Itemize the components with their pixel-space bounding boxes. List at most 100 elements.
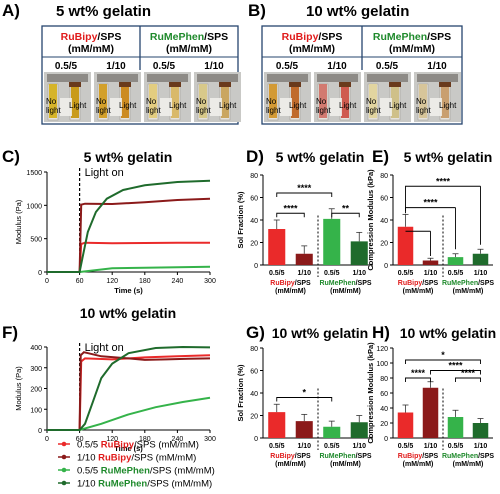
sig-label: **** (297, 183, 312, 193)
chart-E: 0 20 40 60 80 Compression Modulus (kPa) 0.5/5 1… (366, 169, 494, 295)
y-tick-label: 20 (380, 241, 388, 248)
sig-bracket (405, 185, 481, 211)
photo-label-no-light: No (146, 97, 157, 106)
group-label-1: RuBipy/SPS (270, 280, 311, 287)
photo-label-no-light: No (96, 97, 107, 106)
vial-cap (219, 82, 231, 87)
legend-swatch-dot (61, 454, 67, 460)
y-tick-label: 20 (380, 421, 388, 428)
group-unit-1: (mM/mM) (403, 461, 434, 468)
y-tick-label: 20 (250, 414, 258, 421)
x-tick-label: 0.5/5 (398, 270, 414, 277)
sig-bracket (276, 397, 333, 402)
y-tick-label: 80 (250, 346, 258, 353)
sig-label: **** (436, 176, 451, 186)
x-tick-label: 1/10 (424, 443, 438, 450)
photo-label-no-light: No (266, 97, 277, 106)
x-tick-label: 300 (204, 436, 216, 443)
vial-cap (439, 82, 451, 87)
y-tick-label: 20 (250, 241, 258, 248)
y-tick-label: 60 (250, 369, 258, 376)
group-label-2: RuMePhen/SPS (319, 280, 371, 287)
sig-bracket (276, 212, 305, 218)
sig-label: **** (461, 368, 476, 378)
panel-c-label: C) (2, 147, 20, 166)
vial-gel (291, 84, 299, 118)
label-patch (280, 98, 292, 116)
panel-a-ratio-2: 1/10 (106, 61, 126, 72)
panel-c-title: 5 wt% gelatin (84, 149, 173, 165)
bar-1 (268, 412, 286, 438)
y-tick-label: 100 (376, 361, 388, 368)
panel-a-unit-1: (mM/mM) (68, 43, 114, 55)
sig-bracket (405, 207, 456, 214)
panel-a-unit-2: (mM/mM) (166, 43, 212, 55)
bar-2 (422, 260, 439, 265)
sig-label: * (441, 350, 445, 360)
legend-entry-3: 0.5/5 RuMePhen/SPS (mM/mM) (77, 466, 215, 477)
photo-label-no-light-2: light (266, 106, 281, 115)
vial-cap (119, 82, 131, 87)
vial-gel (99, 84, 107, 118)
x-tick-label: 1/10 (424, 270, 438, 277)
vial-cap (169, 82, 181, 87)
x-tick-label: 0 (45, 278, 49, 285)
panel-a-ratio-1: 0.5/5 (55, 61, 78, 72)
panel-h-title: 10 wt% gelatin (400, 325, 496, 341)
legend-entry-4: 1/10 RuMePhen/SPS (mM/mM) (77, 479, 212, 490)
panel-b-ratio-3: 0.5/5 (376, 61, 399, 72)
bar-2 (422, 387, 439, 438)
panel-d-title: 5 wt% gelatin (276, 149, 365, 165)
y-tick-label: 80 (250, 173, 258, 180)
x-tick-label: 1/10 (474, 270, 488, 277)
group-label-2: RuMePhen/SPS (442, 280, 494, 287)
vial-gel (199, 84, 207, 118)
vial-gel (49, 84, 57, 118)
x-tick-label: 1/10 (352, 443, 366, 450)
group-label-1: RuBipy/SPS (398, 280, 439, 287)
x-tick-label: 180 (139, 278, 151, 285)
x-tick-label: 300 (204, 278, 216, 285)
sig-bracket (405, 359, 481, 364)
panel-h-label: H) (372, 323, 390, 342)
y-tick-label: 40 (250, 391, 258, 398)
bar-4 (350, 422, 368, 438)
bar-3 (447, 257, 464, 265)
y-tick-label: 500 (30, 237, 42, 244)
y-tick-label: 0 (38, 270, 42, 277)
x-tick-label: 0.5/5 (448, 443, 464, 450)
photo-shelf (317, 74, 358, 82)
group-unit-2: (mM/mM) (330, 288, 361, 295)
photo-shelf (147, 74, 188, 82)
x-tick-label: 0.5/5 (269, 270, 285, 277)
panel-a-label: A) (2, 1, 20, 20)
photo-label-no-light: No (366, 97, 377, 106)
sig-label: * (302, 388, 306, 398)
chart-C: 0 500 1000 1500 0 60 120 180 240 300 Time (s) Modul… (14, 167, 216, 295)
photo-label-no-light: No (316, 97, 327, 106)
vial-cap (289, 82, 301, 87)
photo-label-light: Light (289, 101, 307, 110)
legend-swatch-dot (61, 467, 67, 473)
bar-1 (268, 229, 286, 265)
panel-b-ratio-2: 1/10 (327, 61, 347, 72)
panel-g-title: 10 wt% gelatin (272, 325, 368, 341)
group-unit-1: (mM/mM) (275, 461, 306, 468)
photo-label-no-light-2: light (196, 106, 211, 115)
sig-label: **** (283, 203, 298, 213)
series-line-2 (47, 197, 211, 273)
x-tick-label: 1/10 (352, 270, 366, 277)
vial-gel (369, 84, 377, 118)
y-axis-label: Compression Modulus (kPa) (366, 342, 375, 444)
x-tick-label: 120 (106, 436, 118, 443)
chart-G: 0 20 40 60 80 Sol Fraction (%) 0.5/5 1/10 0.5/5 1… (236, 346, 373, 468)
bar-4 (350, 241, 368, 265)
group-label-1: RuBipy/SPS (398, 453, 439, 460)
panel-b-ratio-1: 0.5/5 (276, 61, 299, 72)
panel-d-label: D) (246, 147, 264, 166)
x-tick-label: 120 (106, 278, 118, 285)
vial-gel (71, 84, 79, 118)
y-tick-label: 0 (38, 428, 42, 435)
y-tick-label: 300 (30, 366, 42, 373)
